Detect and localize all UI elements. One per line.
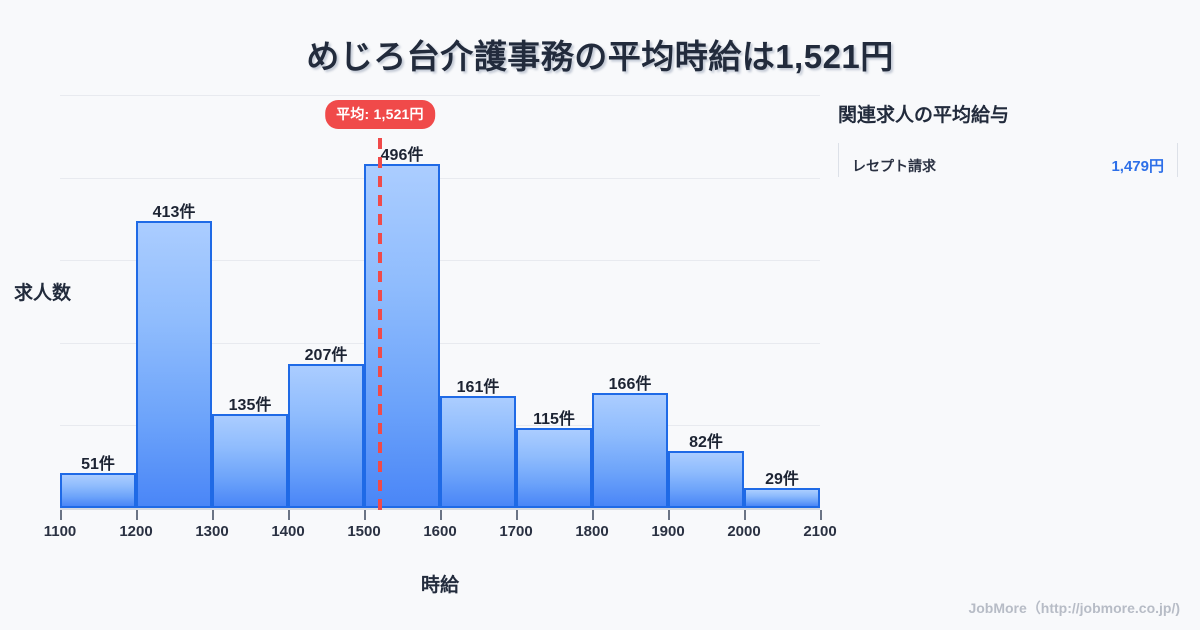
bar[interactable] xyxy=(744,487,820,508)
x-tick-label: 1300 xyxy=(195,523,229,540)
bar-value-label: 161件 xyxy=(456,379,500,397)
x-tick-label: 1600 xyxy=(423,523,457,540)
x-axis-label: 時給 xyxy=(420,575,459,596)
bar[interactable] xyxy=(668,451,744,508)
bar-value-label: 51件 xyxy=(81,455,115,473)
bar-value-label: 82件 xyxy=(689,434,723,452)
gridline xyxy=(60,260,820,262)
related-salary-row-value: 1,479円 xyxy=(1111,158,1164,175)
related-salary-title: 関連求人の平均給与 xyxy=(838,105,1010,126)
x-tick xyxy=(60,510,62,520)
x-tick-label: 1100 xyxy=(43,523,77,540)
x-tick-label: 2100 xyxy=(803,523,837,540)
watermark: JobMore（http://jobmore.co.jp/) xyxy=(968,600,1180,616)
bar-value-label: 135件 xyxy=(228,397,272,415)
x-tick-label: 1700 xyxy=(499,523,533,540)
x-tick-label: 1900 xyxy=(651,523,685,540)
related-salary-row-label: レセプト請求 xyxy=(852,157,936,174)
x-tick xyxy=(744,510,746,520)
average-line xyxy=(377,138,382,510)
x-tick xyxy=(364,510,366,520)
x-tick xyxy=(820,510,822,520)
bar[interactable] xyxy=(516,428,592,508)
bar[interactable] xyxy=(364,163,440,508)
bar[interactable] xyxy=(136,221,212,508)
page-title: めじろ台介護事務の平均時給は1,521円 xyxy=(306,38,894,75)
gridline xyxy=(60,95,820,96)
x-tick xyxy=(592,510,594,520)
bar-value-label: 496件 xyxy=(380,146,424,164)
gridline xyxy=(60,177,820,179)
bar[interactable] xyxy=(592,392,668,508)
bar[interactable] xyxy=(60,472,136,508)
chart-plot-area: 51件 413件 135件 207件 496件 161件 115件 166件 82件 29件 11… xyxy=(44,95,837,540)
x-tick xyxy=(516,510,518,520)
average-badge: 平均: 1,521円 xyxy=(325,100,435,129)
bar[interactable] xyxy=(440,396,516,508)
bar-value-label: 207件 xyxy=(304,347,348,365)
x-tick-label: 1200 xyxy=(119,523,153,540)
related-salary-panel: 関連求人の平均給与 レセプト請求 1,479円 xyxy=(838,100,1178,182)
bar[interactable] xyxy=(288,364,364,508)
x-tick-label: 1500 xyxy=(347,523,381,540)
x-tick xyxy=(212,510,214,520)
bar[interactable] xyxy=(212,414,288,508)
x-tick xyxy=(288,510,290,520)
x-tick xyxy=(668,510,670,520)
bar-value-label: 115件 xyxy=(533,411,575,429)
bar-value-label: 166件 xyxy=(608,375,652,393)
x-tick-label: 2000 xyxy=(727,523,761,540)
x-tick xyxy=(136,510,138,520)
x-tick-label: 1800 xyxy=(575,523,609,540)
x-tick-label: 1400 xyxy=(271,523,305,540)
related-salary-row[interactable]: レセプト請求 1,479円 xyxy=(838,143,1178,182)
x-tick xyxy=(440,510,442,520)
gridline xyxy=(60,342,820,344)
related-salary-list: レセプト請求 1,479円 xyxy=(838,143,1178,182)
bar-value-label: 29件 xyxy=(765,470,799,488)
x-axis-baseline xyxy=(60,508,820,510)
y-axis-label: 求人数 xyxy=(14,283,72,304)
bar-value-label: 413件 xyxy=(152,204,196,222)
